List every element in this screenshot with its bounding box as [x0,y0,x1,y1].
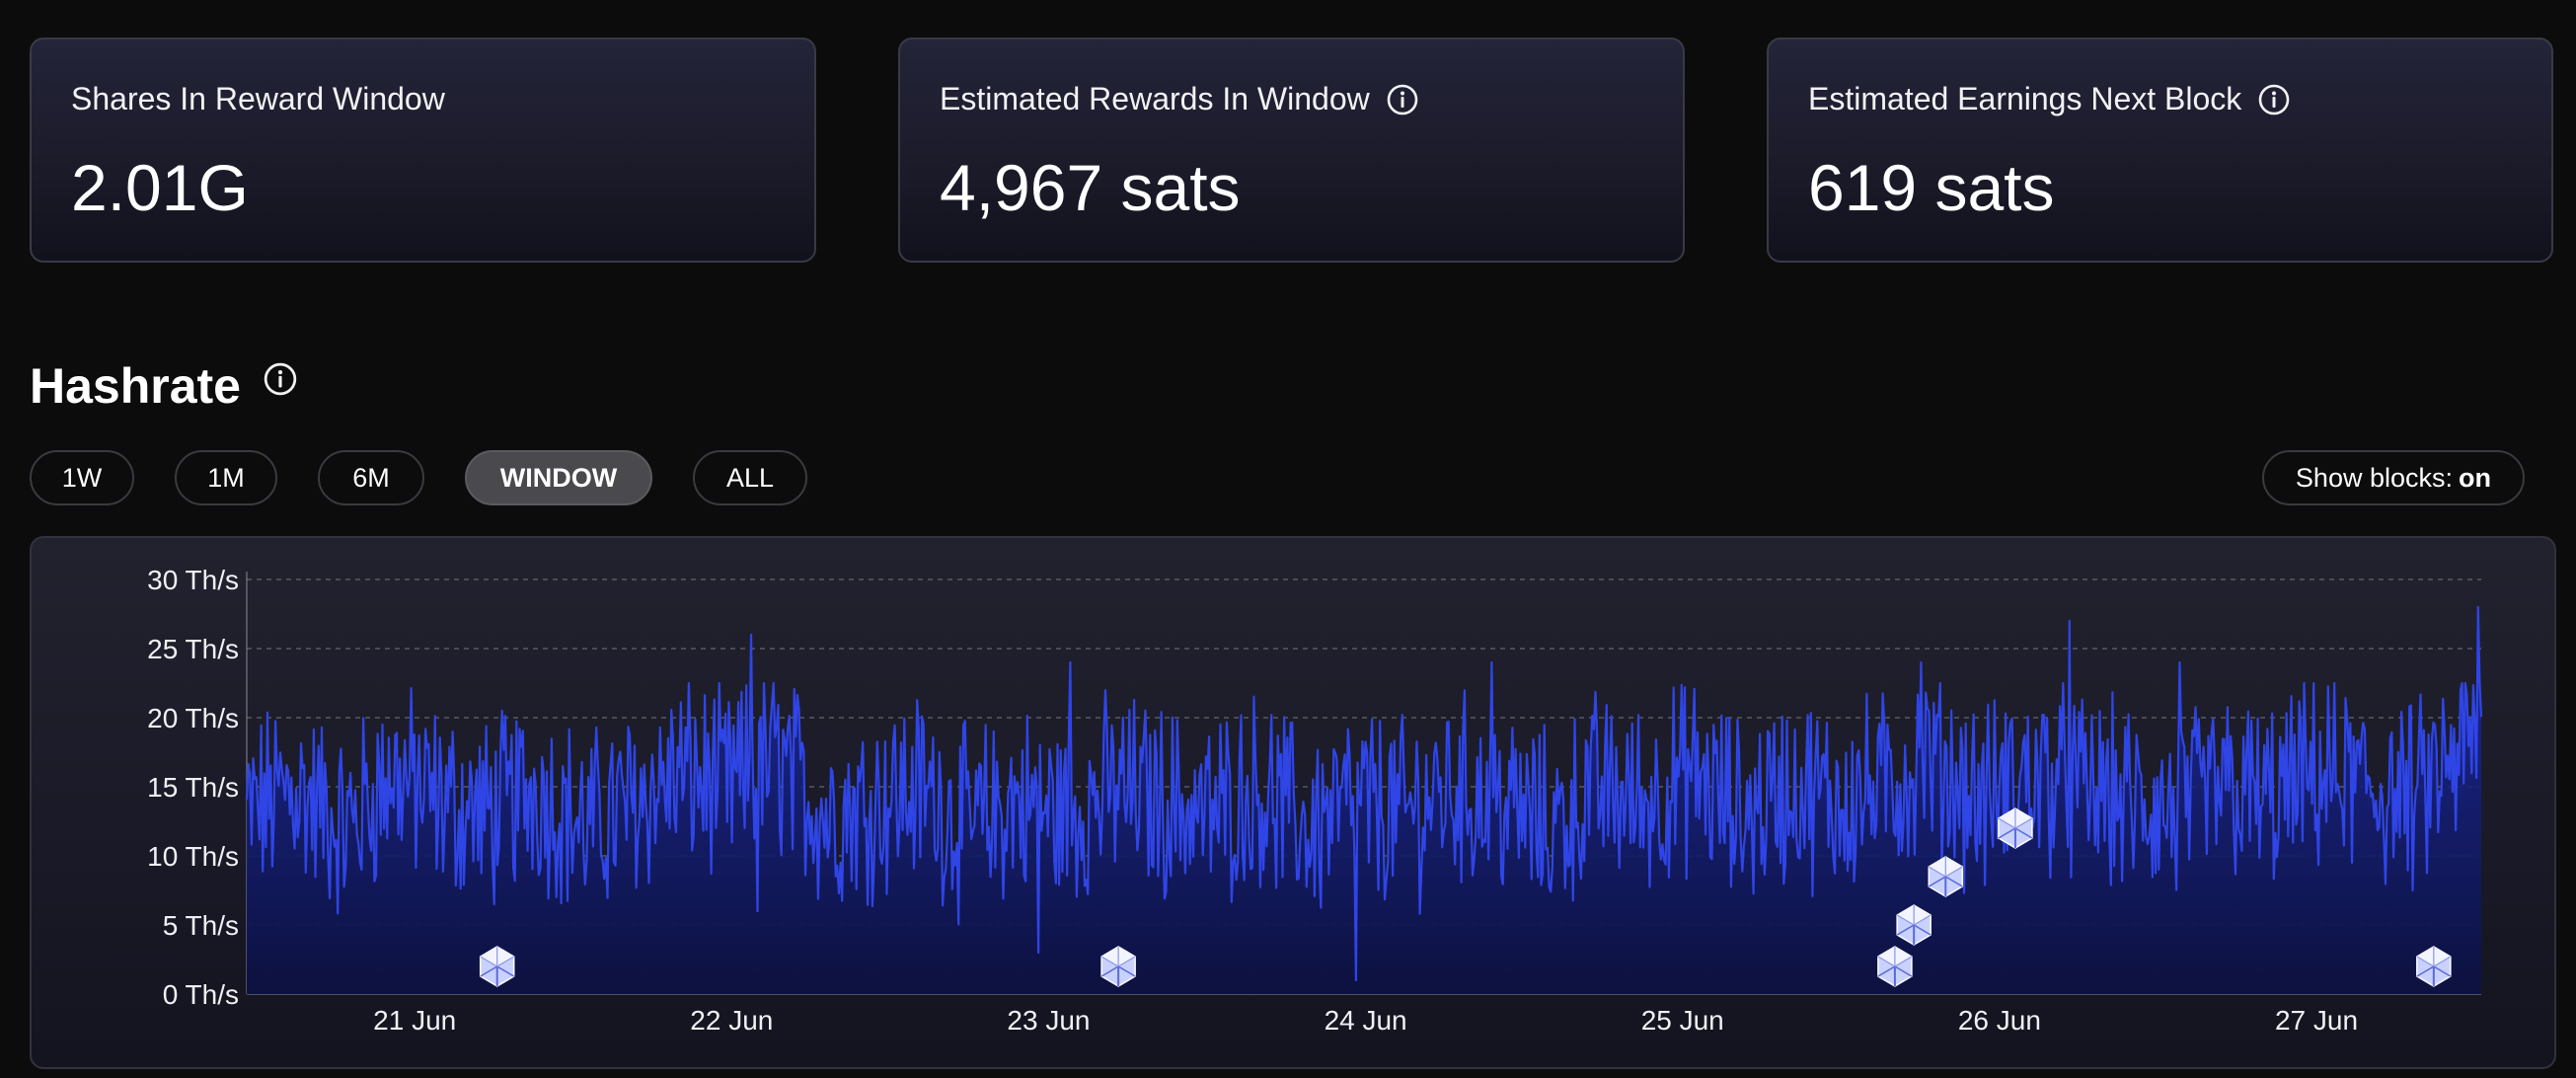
y-tick-label: 25 Th/s [147,634,239,664]
hashrate-chart-svg: 0 Th/s 5 Th/s 10 Th/s 15 Th/s 20 Th/s 25 Th/s… [147,565,2483,1036]
shares-card-label-text: Shares In Reward Window [71,81,445,116]
info-icon[interactable] [1386,83,1419,116]
x-tick-label: 26 Jun [1958,1005,2041,1036]
x-tick-label: 22 Jun [690,1005,773,1036]
show-blocks-toggle[interactable]: Show blocks: on [2261,450,2525,505]
earnings-card: Estimated Earnings Next Block 619 sats [1767,38,2553,263]
y-tick-label: 10 Th/s [147,841,239,872]
info-icon[interactable] [263,361,298,397]
earnings-card-value: 619 sats [1808,151,2055,224]
earnings-card-label: Estimated Earnings Next Block [1808,81,2291,117]
range-window-button[interactable]: WINDOW [465,450,652,505]
show-blocks-value: on [2459,462,2491,493]
x-tick-label: 24 Jun [1325,1005,1407,1036]
hashrate-line [245,605,2483,982]
rewards-card-label: Estimated Rewards In Window [940,81,1419,117]
info-icon[interactable] [2257,83,2291,116]
y-tick-label: 15 Th/s [147,772,239,803]
shares-card-value: 2.01G [71,151,249,224]
range-1w-button[interactable]: 1W [30,450,134,505]
hashrate-chart: 0 Th/s 5 Th/s 10 Th/s 15 Th/s 20 Th/s 25 Th/s… [30,536,2556,1069]
rewards-card: Estimated Rewards In Window 4,967 sats [898,38,1685,263]
earnings-card-label-text: Estimated Earnings Next Block [1808,81,2242,116]
y-tick-label: 30 Th/s [147,565,239,595]
x-tick-label: 21 Jun [373,1005,456,1036]
y-tick-label: 20 Th/s [147,703,239,733]
y-tick-label: 0 Th/s [163,979,239,1010]
y-tick-label: 5 Th/s [163,910,239,941]
hashrate-section-title: Hashrate [30,357,298,415]
x-tick-label: 27 Jun [2275,1005,2358,1036]
shares-card-label: Shares In Reward Window [71,81,445,117]
show-blocks-label: Show blocks: [2295,462,2453,493]
hashrate-title-text: Hashrate [30,358,241,414]
shares-card: Shares In Reward Window 2.01G [30,38,816,263]
range-all-button[interactable]: ALL [693,450,807,505]
x-tick-label: 23 Jun [1007,1005,1090,1036]
rewards-card-value: 4,967 sats [940,151,1241,224]
hashrate-area [247,607,2481,994]
range-1m-button[interactable]: 1M [175,450,277,505]
range-6m-button[interactable]: 6M [318,450,424,505]
rewards-card-label-text: Estimated Rewards In Window [940,81,1370,116]
x-tick-label: 25 Jun [1641,1005,1724,1036]
